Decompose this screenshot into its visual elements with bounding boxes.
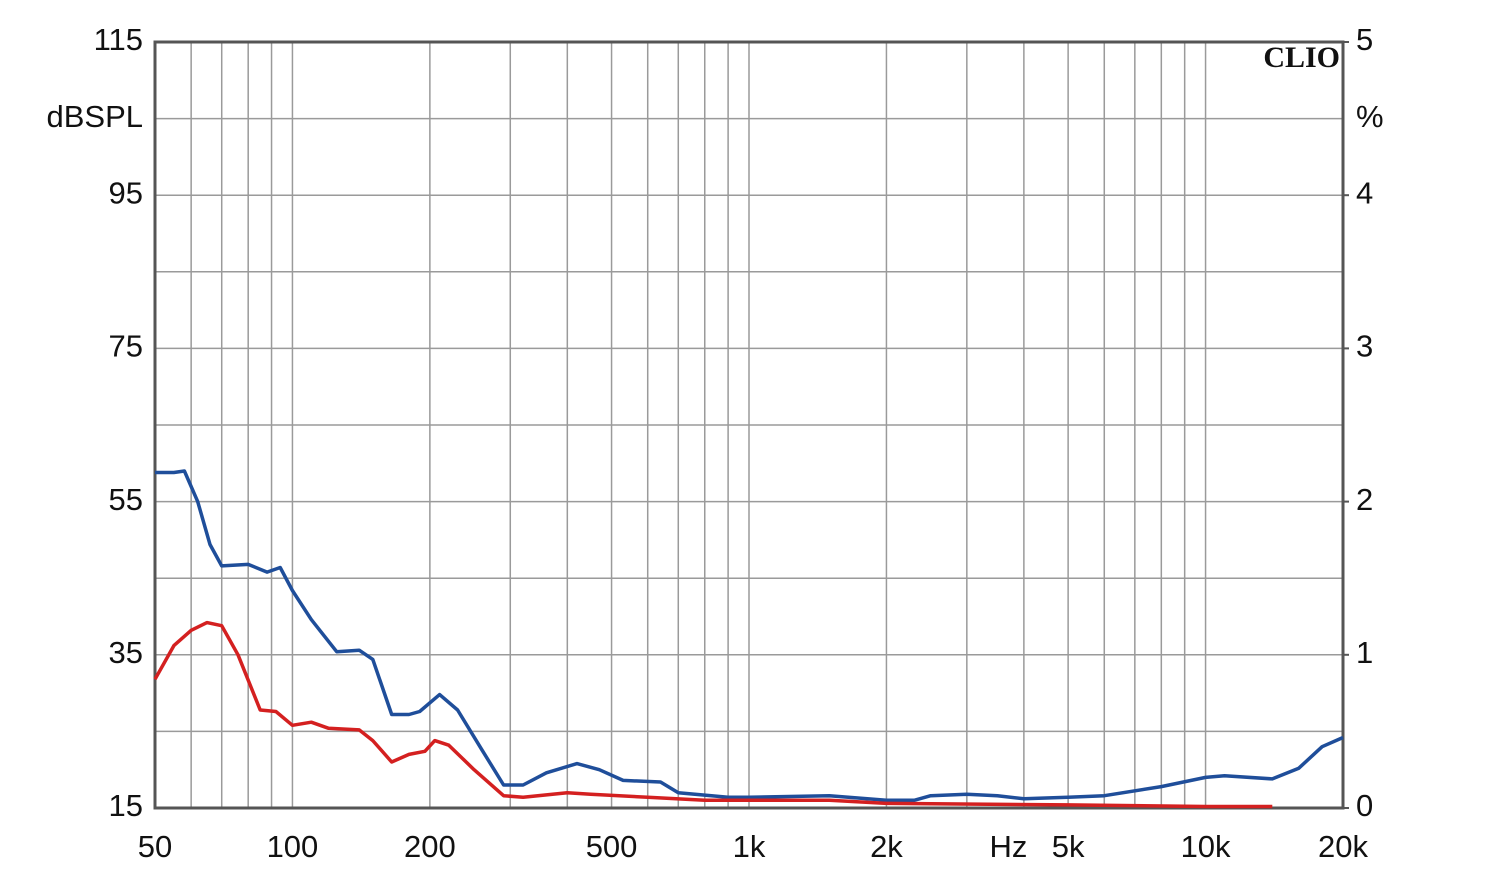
x-tick-label: 500 [586,829,638,864]
x-tick-label: 5k [1052,829,1085,864]
y-tick-label: 35 [109,635,143,670]
data-line [155,469,1344,803]
y2-axis-label: % [1356,99,1384,134]
x-axis-label: Hz [989,829,1027,864]
x-tick-label: 2k [870,829,903,864]
y-tick-label: 15 [109,788,143,823]
x-tick-label: 10k [1181,829,1231,864]
y2-tick-label: 2 [1356,482,1373,517]
y2-tick-label: 1 [1356,635,1373,670]
y2-tick-label: 5 [1356,22,1373,57]
y-axis-label: dBSPL [46,99,143,134]
plot-frame [153,40,1345,810]
brand: CLIO [1263,41,1340,74]
data-line [153,620,1273,809]
y-tick-label: 75 [109,329,143,364]
x-tick-label: 20k [1318,829,1368,864]
y-tick-label: 55 [109,482,143,517]
y-tick-label: 95 [109,175,143,210]
x-tick-label: 50 [138,829,172,864]
x-tick-label: 100 [267,829,319,864]
y2-tick-label: 4 [1356,175,1373,210]
y-tick-label: 115 [94,22,143,57]
y2-tick-label: 0 [1356,788,1373,823]
x-tick-label: 1k [733,829,766,864]
x-tick-label: 200 [404,829,456,864]
y2-tick-label: 3 [1356,329,1373,364]
